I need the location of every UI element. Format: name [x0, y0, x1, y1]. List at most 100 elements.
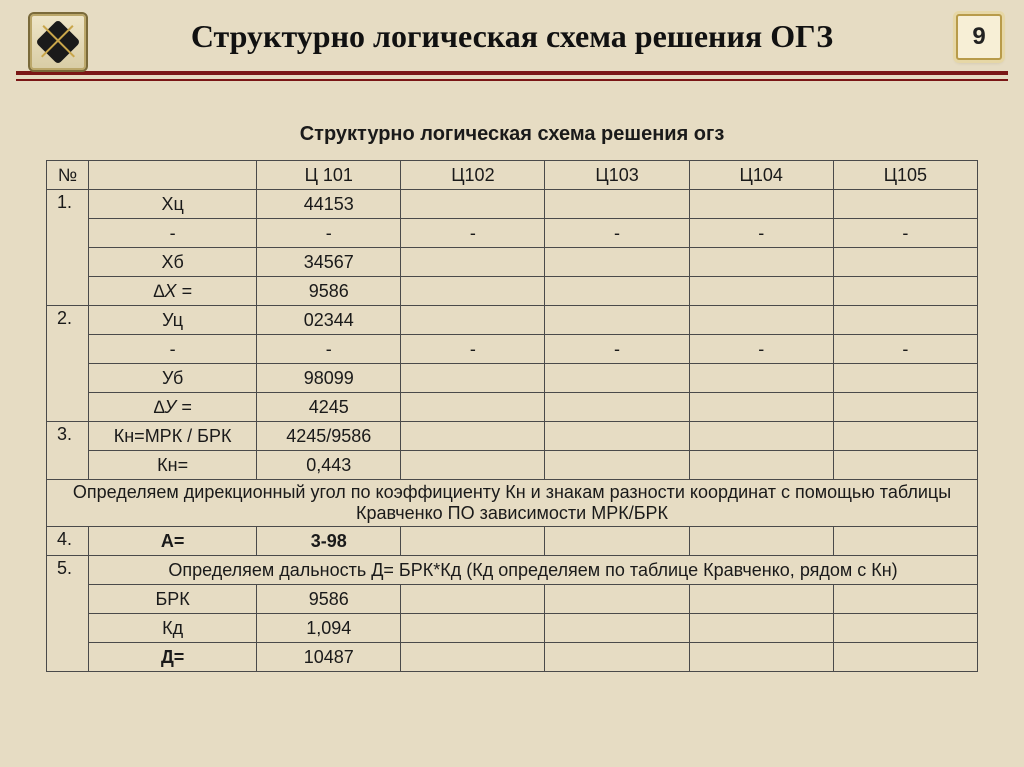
cell [833, 614, 977, 643]
cell: - [689, 219, 833, 248]
cell [833, 248, 977, 277]
page-title: Структурно логическая схема решения ОГЗ [90, 18, 934, 55]
table-note-row: Определяем дирекционный угол по коэффици… [47, 480, 978, 527]
row-num: 2. [47, 306, 89, 422]
cell [689, 190, 833, 219]
row-label: А= [89, 527, 257, 556]
row-num: 1. [47, 190, 89, 306]
table-row: Хб 34567 [47, 248, 978, 277]
ogz-table: № Ц 101 Ц102 Ц103 Ц104 Ц105 1. Хц 44153 … [46, 160, 978, 672]
cell [401, 422, 545, 451]
cell [833, 277, 977, 306]
cell: 4245/9586 [257, 422, 401, 451]
cell: 02344 [257, 306, 401, 335]
cell [545, 451, 689, 480]
cell [401, 643, 545, 672]
col-header-c101: Ц 101 [257, 161, 401, 190]
cell [833, 393, 977, 422]
table-row: 2. Уц 02344 [47, 306, 978, 335]
cell [689, 451, 833, 480]
col-header-c103: Ц103 [545, 161, 689, 190]
table-row: - - - - - - [47, 335, 978, 364]
row-label: ∆Х = [89, 277, 257, 306]
table-row: Д= 10487 [47, 643, 978, 672]
cell [833, 306, 977, 335]
cell [545, 585, 689, 614]
cell [545, 248, 689, 277]
cell [401, 248, 545, 277]
row-label: - [89, 219, 257, 248]
row-label: Уб [89, 364, 257, 393]
header: Структурно логическая схема решения ОГЗ … [0, 0, 1024, 65]
cell: 4245 [257, 393, 401, 422]
cell [689, 306, 833, 335]
cell [833, 527, 977, 556]
cell [689, 614, 833, 643]
row-label: Д= [89, 643, 257, 672]
col-header-label [89, 161, 257, 190]
row-label: Уц [89, 306, 257, 335]
cell [401, 393, 545, 422]
cell: 9586 [257, 277, 401, 306]
cell: - [545, 219, 689, 248]
cell [545, 643, 689, 672]
cell [545, 527, 689, 556]
cell [545, 422, 689, 451]
cell [833, 364, 977, 393]
table-note-row: 5. Определяем дальность Д= БРК*Кд (Кд оп… [47, 556, 978, 585]
cell [545, 190, 689, 219]
table-row: 3. Кн=МРК / БРК 4245/9586 [47, 422, 978, 451]
header-rule [16, 71, 1008, 81]
cell [833, 585, 977, 614]
page-number-badge: 9 [956, 14, 1002, 60]
cell: 0,443 [257, 451, 401, 480]
cell [401, 614, 545, 643]
row-num: 5. [47, 556, 89, 672]
col-header-c104: Ц104 [689, 161, 833, 190]
cell: - [689, 335, 833, 364]
row-num: 4. [47, 527, 89, 556]
slide: Структурно логическая схема решения ОГЗ … [0, 0, 1024, 767]
cell [689, 277, 833, 306]
cell [401, 190, 545, 219]
table-row: ∆Х = 9586 [47, 277, 978, 306]
cell: 34567 [257, 248, 401, 277]
cell: 1,094 [257, 614, 401, 643]
cell [545, 277, 689, 306]
row-label: БРК [89, 585, 257, 614]
note-text: Определяем дальность Д= БРК*Кд (Кд опред… [89, 556, 978, 585]
cell: - [401, 335, 545, 364]
cell: 98099 [257, 364, 401, 393]
table-row: ∆У = 4245 [47, 393, 978, 422]
row-num: 3. [47, 422, 89, 480]
table-container: № Ц 101 Ц102 Ц103 Ц104 Ц105 1. Хц 44153 … [0, 160, 1024, 672]
cell [689, 248, 833, 277]
cell [545, 364, 689, 393]
table-row: БРК 9586 [47, 585, 978, 614]
cell: 9586 [257, 585, 401, 614]
table-row: Кд 1,094 [47, 614, 978, 643]
cell [401, 306, 545, 335]
row-label: ∆У = [89, 393, 257, 422]
row-label: Хб [89, 248, 257, 277]
cell [545, 306, 689, 335]
row-label: - [89, 335, 257, 364]
table-row: Уб 98099 [47, 364, 978, 393]
table-row: 1. Хц 44153 [47, 190, 978, 219]
row-label: Кн=МРК / БРК [89, 422, 257, 451]
cell [833, 643, 977, 672]
row-label: Кд [89, 614, 257, 643]
row-label: Кн= [89, 451, 257, 480]
cell: 44153 [257, 190, 401, 219]
cell [401, 364, 545, 393]
cell [689, 527, 833, 556]
cell: - [545, 335, 689, 364]
cell [833, 190, 977, 219]
emblem-icon [28, 12, 88, 72]
cell: - [401, 219, 545, 248]
cell: - [833, 335, 977, 364]
col-header-num: № [47, 161, 89, 190]
cell [689, 422, 833, 451]
cell [689, 585, 833, 614]
table-caption: Структурно логическая схема решения огз [0, 123, 1024, 146]
